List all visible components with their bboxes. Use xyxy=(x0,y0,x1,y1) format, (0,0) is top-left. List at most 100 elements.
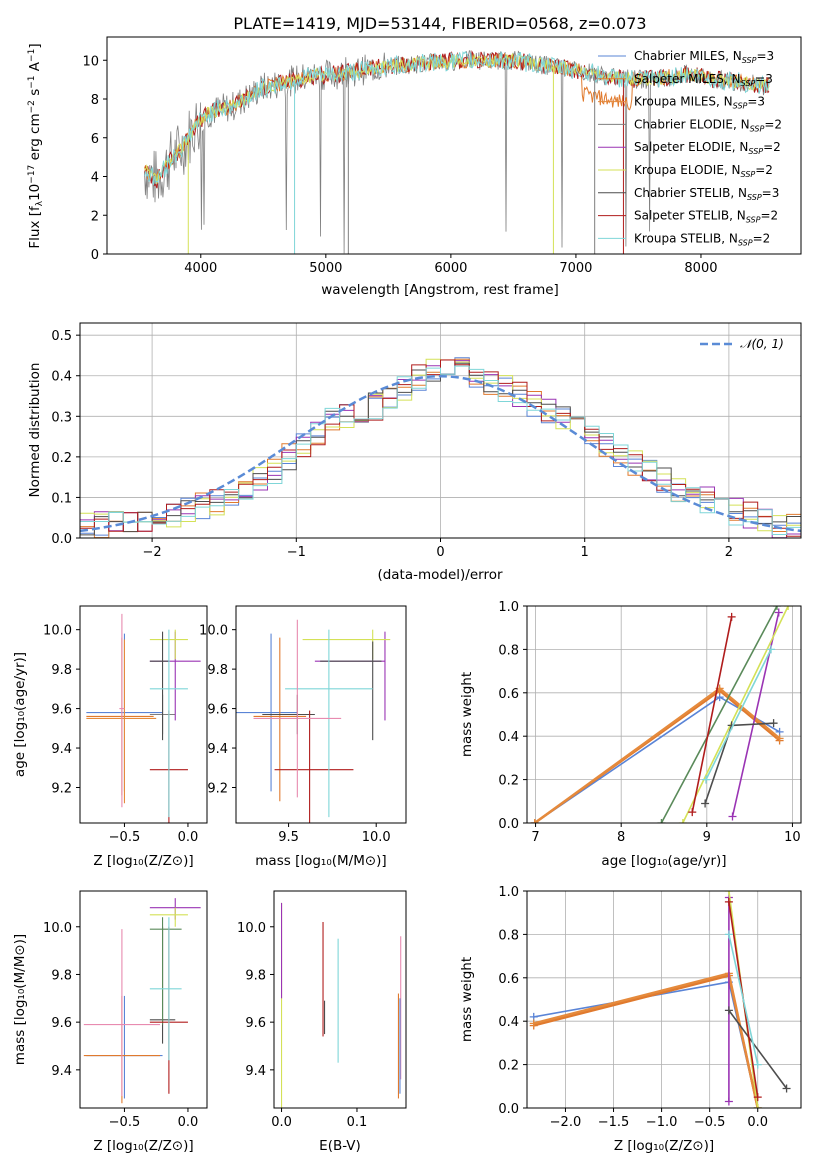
age-weight-y-tick-label: 0.2 xyxy=(498,774,519,789)
z-weight-marker xyxy=(753,1060,762,1069)
legend-label: Salpeter STELIB, NSSP=2 xyxy=(634,209,778,225)
z-weight-frame xyxy=(526,890,802,1109)
residual-y-tick-label: 0.0 xyxy=(51,532,72,547)
age-weight-line xyxy=(691,616,733,813)
z-age-panel: −0.5 0.0 9.2 9.4 9.6 9.8 10.0 Z [log₁₀(Z/Z⊙)] ag… xyxy=(12,605,208,869)
residual-x-tick-label: −2 xyxy=(143,545,162,560)
age-weight-marker xyxy=(728,812,737,821)
residual-x-tick-label: 2 xyxy=(725,545,733,560)
mass-age-y-tick-label: 9.6 xyxy=(207,703,228,718)
age-weight-marker xyxy=(530,819,539,823)
z-weight-marker xyxy=(724,1097,733,1106)
z-age-marks xyxy=(86,613,201,823)
z-weight-x-tick-label: −0.5 xyxy=(694,1115,726,1130)
z-weight-x-tick-label: −2.0 xyxy=(550,1115,582,1130)
residual-x-tick-label: −1 xyxy=(287,545,306,560)
z-weight-x-tick-label: −1.0 xyxy=(646,1115,678,1130)
z-age-y-tick-label: 9.8 xyxy=(51,663,72,678)
z-weight-line xyxy=(533,981,759,1108)
residual-y-tick-label: 0.4 xyxy=(51,370,72,385)
age-weight-marker xyxy=(774,608,783,617)
legend-label: Chabrier ELODIE, NSSP=2 xyxy=(634,117,782,133)
spectrum-y-tick-label: 6 xyxy=(91,132,99,147)
z-weight-y-tick-label: 0.2 xyxy=(498,1059,519,1074)
age-weight-line xyxy=(704,722,774,804)
residual-y-tick-label: 0.5 xyxy=(51,329,72,344)
z-weight-marker xyxy=(724,891,733,895)
residual-plot xyxy=(79,323,802,539)
legend-label: Kroupa ELODIE, NSSP=2 xyxy=(634,163,773,179)
age-weight-panel: 7 8 9 10 0.0 0.2 0.4 0.6 0.8 1.0 age [log₁₀(age/yr… xyxy=(459,600,802,869)
legend-label: Kroupa STELIB, NSSP=2 xyxy=(634,231,770,247)
mass-age-y-tick-label: 10.0 xyxy=(199,624,228,639)
mass-age-x-label: mass [log₁₀(M/M⊙)] xyxy=(255,853,386,869)
ebv-mass-panel: 0.0 0.1 9.4 9.6 9.8 10.0 E(B-V) xyxy=(237,890,407,1154)
age-weight-line xyxy=(533,686,781,823)
z-weight-line xyxy=(728,1009,788,1089)
z-age-y-label: age [log₁₀(age/yr)] xyxy=(12,652,28,777)
age-weight-y-label: mass weight xyxy=(459,672,475,757)
ebv-mass-frame xyxy=(273,890,407,1109)
z-weight-marker xyxy=(782,1084,791,1093)
spectrum-y-label: Flux [fλ10−17 erg cm−2 s−1 A−1] xyxy=(27,43,45,248)
residual-y-ticks: 0.0 0.1 0.2 0.3 0.4 0.5 xyxy=(51,329,80,547)
spectrum-x-tick-label: 4000 xyxy=(184,261,217,276)
z-age-frame xyxy=(79,605,208,824)
z-mass-frame xyxy=(79,890,208,1109)
age-weight-x-tick-label: 8 xyxy=(617,830,625,845)
z-weight-panel: −2.0 −1.5 −1.0 −0.5 0.0 0.0 0.2 0.4 0.6 0.8 1.0 Z [… xyxy=(459,885,802,1154)
z-mass-x-tick-label: 0.0 xyxy=(178,1115,199,1130)
residual-x-tick-label: 1 xyxy=(581,545,589,560)
residual-histogram xyxy=(80,359,801,537)
z-mass-y-tick-label: 9.4 xyxy=(51,1064,72,1079)
small-panels: −0.5 0.0 9.2 9.4 9.6 9.8 10.0 Z [log₁₀(Z/Z⊙)] ag… xyxy=(12,600,802,1154)
mass-age-y-tick-label: 9.8 xyxy=(207,663,228,678)
age-weight-y-tick-label: 1.0 xyxy=(498,600,519,615)
age-weight-marker xyxy=(678,819,687,823)
z-weight-marker xyxy=(753,1104,762,1108)
spectrum-legend: Chabrier MILES, NSSP=3 Salpeter MILES, NS… xyxy=(598,49,782,247)
ebv-mass-y-tick-label: 9.4 xyxy=(245,1064,266,1079)
age-weight-y-tick-label: 0.0 xyxy=(498,817,519,832)
z-age-y-tick-label: 9.4 xyxy=(51,742,72,757)
residual-y-tick-label: 0.2 xyxy=(51,451,72,466)
z-mass-panel: −0.5 0.0 9.4 9.6 9.8 10.0 Z [log₁₀(Z/Z⊙)] mass … xyxy=(12,890,208,1154)
age-weight-marker xyxy=(701,775,710,784)
spectrum-model-line xyxy=(144,50,770,185)
mass-age-frame xyxy=(235,605,407,824)
residual-y-tick-label: 0.3 xyxy=(51,410,72,425)
age-weight-marker xyxy=(657,819,666,823)
age-weight-marker xyxy=(727,612,736,621)
age-weight-marker xyxy=(769,719,778,728)
z-mass-y-tick-label: 10.0 xyxy=(43,921,72,936)
age-weight-y-tick-label: 0.4 xyxy=(498,730,519,745)
spectrum-title: PLATE=1419, MJD=53144, FIBERID=0568, z=0… xyxy=(233,14,646,33)
z-age-x-tick-label: 0.0 xyxy=(178,830,199,845)
age-weight-line xyxy=(682,606,789,823)
mass-age-panel: 9.5 10.0 9.2 9.4 9.6 9.8 10.0 mass [log₁₀(M/M⊙)… xyxy=(199,605,407,869)
z-weight-y-tick-label: 1.0 xyxy=(498,885,519,900)
age-weight-marker xyxy=(773,606,782,610)
ebv-mass-y-tick-label: 9.8 xyxy=(245,968,266,983)
age-weight-x-label: age [log₁₀(age/yr)] xyxy=(601,853,726,869)
spectrum-y-tick-label: 4 xyxy=(91,171,99,186)
age-weight-y-tick-label: 0.6 xyxy=(498,687,519,702)
age-weight-line xyxy=(534,696,781,823)
mass-age-x-tick-label: 10.0 xyxy=(362,830,391,845)
legend-gauss-label: 𝒩(0, 1) xyxy=(740,337,784,351)
spectrum-x-tick-label: 8000 xyxy=(684,261,717,276)
spectrum-x-tick-label: 7000 xyxy=(559,261,592,276)
z-age-x-tick-label: −0.5 xyxy=(109,830,141,845)
spectrum-y-tick-label: 2 xyxy=(91,209,99,224)
age-weight-marker xyxy=(767,645,776,654)
ebv-mass-marks xyxy=(280,902,402,1108)
z-weight-line xyxy=(728,934,759,1065)
mass-age-y-tick-label: 9.4 xyxy=(207,742,228,757)
spectrum-x-tick-label: 5000 xyxy=(309,261,342,276)
z-weight-marker xyxy=(724,897,733,906)
ebv-mass-x-tick-label: 0.1 xyxy=(347,1115,368,1130)
z-mass-marks xyxy=(83,898,201,1104)
age-weight-marker xyxy=(701,799,710,808)
spectrum-lines xyxy=(144,50,770,254)
